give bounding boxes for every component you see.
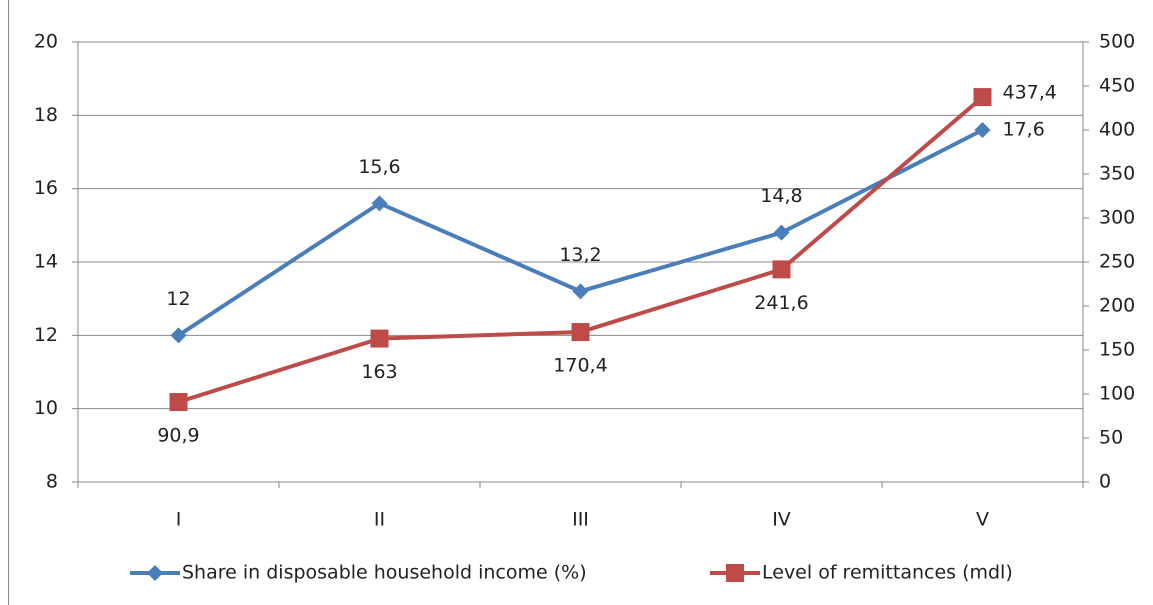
data-label: 13,2 — [559, 244, 601, 266]
data-point — [370, 329, 389, 348]
data-label: 163 — [361, 361, 397, 383]
legend-label: Share in disposable household income (%) — [182, 562, 587, 584]
data-label: 241,6 — [754, 292, 808, 314]
y-tick-label: 10 — [34, 397, 58, 419]
x-tick-label: IV — [772, 509, 791, 531]
x-tick-label: I — [176, 509, 182, 531]
y-tick-label: 12 — [34, 324, 58, 346]
y2-tick-label: 50 — [1099, 427, 1123, 449]
chart-frame — [8, 0, 9, 605]
y2-tick-label: 500 — [1099, 31, 1135, 53]
x-tick-label: V — [976, 509, 989, 531]
data-point — [371, 195, 388, 212]
y-tick-label: 14 — [34, 251, 58, 273]
data-label: 14,8 — [760, 185, 802, 207]
y2-tick-label: 350 — [1099, 163, 1135, 185]
data-point — [571, 323, 590, 342]
data-point — [170, 327, 187, 344]
y2-tick-label: 400 — [1099, 119, 1135, 141]
data-point — [169, 393, 188, 412]
y2-tick-label: 150 — [1099, 339, 1135, 361]
legend-marker — [147, 565, 163, 581]
data-label: 15,6 — [358, 156, 400, 178]
y-tick-label: 16 — [34, 177, 58, 199]
y-tick-label: 20 — [34, 31, 58, 53]
data-label: 170,4 — [553, 355, 607, 377]
data-label: 437,4 — [1003, 82, 1057, 104]
data-point — [773, 224, 790, 241]
data-point — [974, 122, 991, 138]
data-label: 12 — [166, 288, 190, 310]
y2-tick-label: 450 — [1099, 75, 1135, 97]
data-point — [772, 260, 791, 279]
y2-tick-label: 0 — [1099, 471, 1111, 493]
x-tick-label: III — [572, 509, 589, 531]
y2-tick-label: 300 — [1099, 207, 1135, 229]
y2-tick-label: 100 — [1099, 383, 1135, 405]
series-line — [177, 128, 984, 338]
x-tick-label: II — [374, 509, 385, 531]
data-label: 17,6 — [1003, 119, 1045, 141]
y2-tick-label: 200 — [1099, 295, 1135, 317]
y-tick-label: 8 — [46, 471, 58, 493]
y-tick-label: 18 — [34, 104, 58, 126]
legend-label: Level of remittances (mdl) — [762, 562, 1013, 584]
data-point — [973, 88, 992, 107]
data-point — [572, 283, 589, 300]
legend-marker — [726, 564, 744, 582]
data-label: 90,9 — [157, 425, 199, 447]
y2-tick-label: 250 — [1099, 251, 1135, 273]
